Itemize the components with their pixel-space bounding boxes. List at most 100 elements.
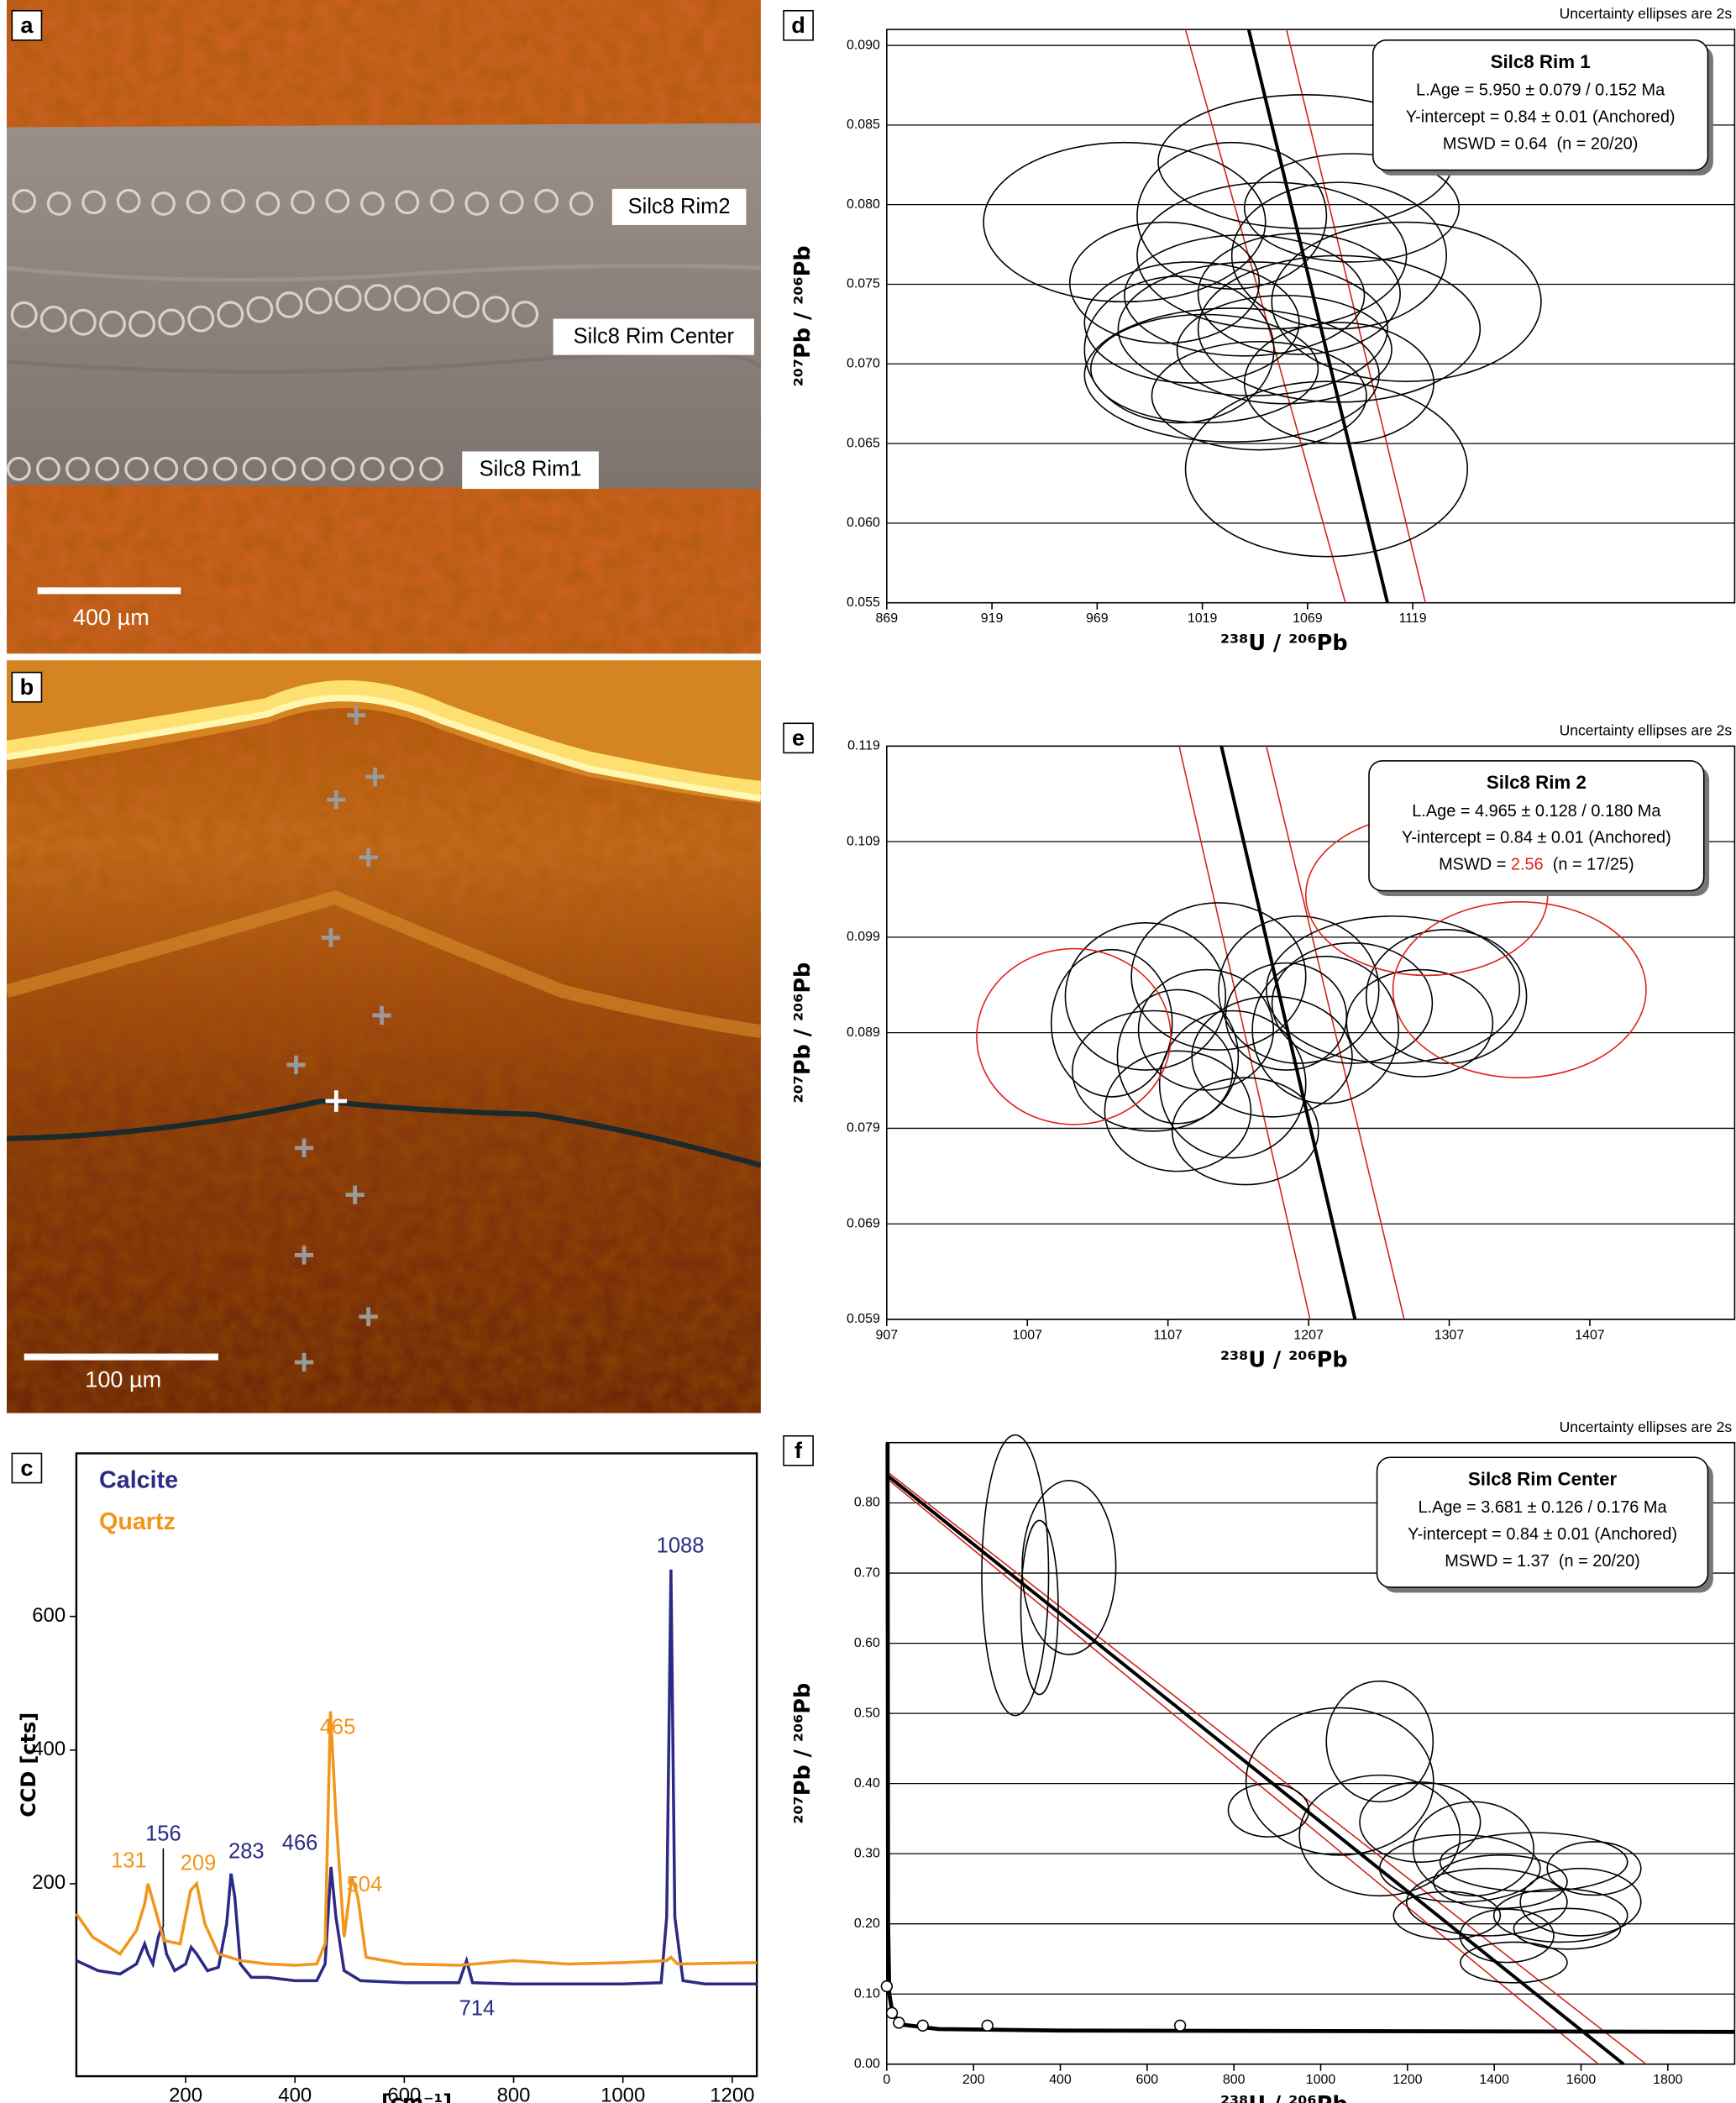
ablation-pit	[511, 301, 539, 328]
error-ellipse	[1197, 232, 1401, 355]
ablation-pit	[81, 190, 106, 215]
error-ellipse	[1243, 153, 1461, 263]
x-tick-label: 1307	[1434, 1328, 1465, 1342]
chart-f: f 0.00 0.10 0.20 0.30 0.40 0.50 0.60 0.70 0.80 0 20…	[783, 1419, 1736, 2103]
ablation-pit	[246, 296, 274, 323]
x-tick-label: 1000	[601, 2084, 645, 2103]
ablation-pit	[482, 296, 510, 323]
panel-label: a	[20, 12, 34, 38]
x-axis-label: [cm⁻¹]	[381, 2090, 452, 2103]
ablation-pit	[221, 188, 245, 213]
ablation-pit	[271, 456, 296, 481]
error-ellipse	[1433, 1854, 1568, 1910]
info-box	[1371, 39, 1709, 171]
error-ellipse	[1104, 1050, 1252, 1172]
panel-label-box	[783, 1434, 814, 1466]
ablation-pit	[569, 191, 594, 216]
x-tick-label: 400	[1049, 2073, 1072, 2087]
x-tick-label: 600	[1136, 2073, 1159, 2087]
info-line: Y-intercept = 0.84 ± 0.01 (Anchored)	[1402, 829, 1671, 847]
x-tick-label: 1119	[1399, 611, 1427, 626]
error-ellipse	[1020, 1519, 1059, 1696]
x-tick-label: 1200	[710, 2084, 754, 2103]
x-axis-label: ²³⁸U / ²⁰⁶Pb	[1220, 1347, 1348, 1372]
info-line: MSWD = 1.37 (n = 20/20)	[1445, 1552, 1640, 1571]
y-tick-label: 200	[32, 1871, 66, 1894]
error-ellipse	[1176, 294, 1392, 405]
panel-label-box	[11, 9, 43, 41]
y-tick-label: 0.080	[847, 197, 880, 212]
error-ellipse	[1171, 1077, 1319, 1186]
spectrum-line	[76, 1569, 758, 1985]
x-tick-label: 969	[1086, 611, 1109, 626]
info-line: MSWD = 0.64 (n = 20/20)	[1443, 135, 1639, 154]
peak-label: 209	[181, 1852, 217, 1875]
x-tick-label: 1207	[1293, 1328, 1324, 1342]
annotation-box	[611, 188, 747, 225]
y-tick-label: 0.055	[847, 595, 880, 610]
error-ellipse	[1230, 181, 1447, 330]
ablation-pit	[99, 310, 126, 338]
error-ellipse	[1117, 261, 1388, 397]
error-ellipse	[1359, 1781, 1482, 1863]
regression-line	[1285, 29, 1426, 603]
info-title: Silc8 Rim 1	[1491, 51, 1591, 72]
y-tick-label: 400	[32, 1738, 66, 1760]
ablation-pit	[46, 191, 71, 216]
ablation-pit	[186, 190, 211, 215]
ablation-pit	[212, 456, 238, 481]
ablation-pit	[422, 287, 450, 314]
error-ellipse	[1460, 1941, 1568, 1984]
regression-line	[885, 1473, 1625, 2066]
x-tick-label: 0	[883, 2073, 890, 2087]
x-tick-label: 869	[876, 611, 899, 626]
error-ellipse	[1218, 915, 1380, 1064]
error-ellipse	[1090, 313, 1319, 424]
x-tick-label: 1007	[1013, 1328, 1043, 1342]
y-tick-label: 0.099	[847, 930, 880, 944]
ablation-pit	[393, 285, 421, 312]
info-line: L.Age = 5.950 ± 0.079 / 0.152 Ma	[1416, 81, 1665, 100]
x-tick-label: 800	[497, 2084, 531, 2103]
chart-e: e 0.059 0.069 0.079 0.089 0.099 0.109 0.119 907 1…	[783, 721, 1736, 1372]
plot-frame	[75, 1452, 758, 2078]
ablation-pit	[124, 456, 149, 481]
error-ellipse	[1072, 1010, 1234, 1132]
x-tick-label: 1107	[1154, 1328, 1183, 1342]
ablation-pit	[6, 456, 31, 481]
y-tick-label: 0.090	[847, 38, 880, 52]
info-part: (n = 17/25)	[1544, 856, 1634, 874]
note: Uncertainty ellipses are 2s	[1560, 5, 1733, 22]
concordia-point	[885, 2006, 899, 2019]
ablation-pit	[360, 191, 385, 216]
x-tick-label: 200	[962, 2073, 985, 2087]
concordia-point	[1173, 2019, 1187, 2032]
ablation-pit	[154, 456, 179, 481]
peak-label: 466	[282, 1832, 318, 1855]
y-axis-label: ²⁰⁷Pb / ²⁰⁶Pb	[790, 1683, 816, 1824]
error-ellipse	[976, 947, 1172, 1125]
info-line: L.Age = 3.681 ± 0.126 / 0.176 Ma	[1418, 1498, 1667, 1517]
x-tick-label: 600	[387, 2084, 421, 2103]
error-ellipse	[1513, 1907, 1622, 1950]
chart-c: c 200 400 600 200 400 600 800 1000 1200 [cm⁻¹] CCD …	[11, 1452, 758, 2103]
x-tick-label: 907	[876, 1328, 899, 1342]
concordia-point	[916, 2019, 929, 2032]
x-tick-label: 1019	[1188, 611, 1218, 626]
ablation-pit	[453, 291, 480, 318]
plot-frame	[886, 745, 1736, 1320]
ablation-pit	[291, 190, 315, 215]
y-tick-label: 0.079	[847, 1121, 880, 1135]
y-tick-label: 0.059	[847, 1312, 880, 1326]
error-ellipse	[1266, 915, 1521, 1064]
error-ellipse	[1191, 995, 1353, 1118]
y-tick-label: 0.109	[847, 834, 880, 848]
y-tick-label: 0.119	[847, 739, 880, 753]
ablation-pit	[429, 188, 454, 213]
y-tick-label: 0.065	[847, 436, 880, 450]
info-title: Silc8 Rim 2	[1487, 772, 1587, 793]
info-box	[1376, 1456, 1709, 1588]
info-line: MSWD = 2.56 (n = 17/25)	[1439, 856, 1634, 874]
error-ellipse	[1412, 1801, 1534, 1897]
